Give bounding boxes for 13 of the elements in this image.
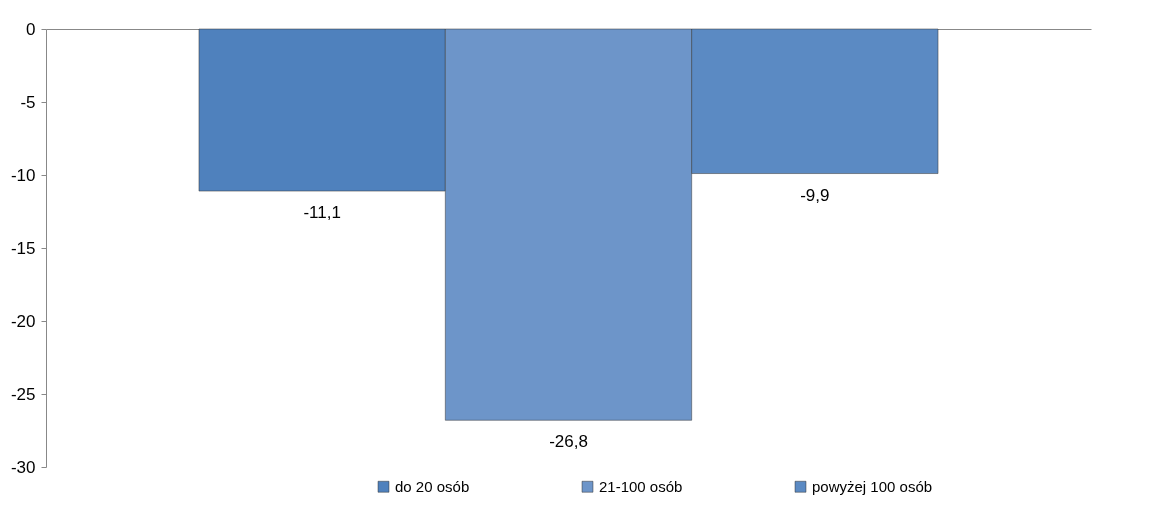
data-label: -26,8 bbox=[549, 432, 588, 452]
y-tick-label: -20 bbox=[10, 311, 36, 331]
y-tick-label: -15 bbox=[10, 238, 36, 258]
legend-label: 21-100 osób bbox=[599, 477, 683, 495]
y-tick-label: -10 bbox=[10, 165, 36, 185]
legend-label: do 20 osób bbox=[395, 477, 470, 495]
y-tick-label: -25 bbox=[10, 384, 36, 404]
y-tick-label: -5 bbox=[20, 92, 36, 112]
data-label: -9,9 bbox=[800, 185, 830, 205]
legend-label: powyżej 100 osób bbox=[812, 477, 933, 495]
y-tick-label: -30 bbox=[10, 457, 36, 477]
data-label: -11,1 bbox=[303, 203, 341, 223]
y-tick-label: 0 bbox=[26, 19, 36, 39]
